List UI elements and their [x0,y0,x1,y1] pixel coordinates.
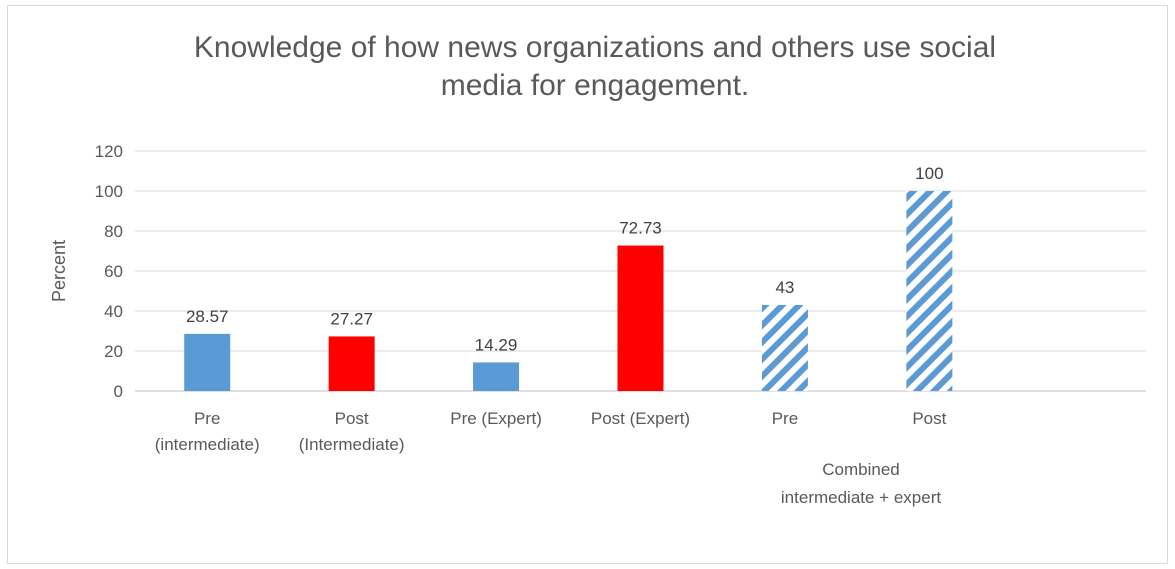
category-label: Pre [772,409,798,428]
group-label-line-1: Combined [822,460,900,479]
bar [473,362,520,391]
group-label-line-2: intermediate + expert [781,488,941,507]
y-tick-label: 80 [104,222,123,241]
category-label: (Intermediate) [299,435,405,454]
category-label: Post [912,409,946,428]
y-tick-label: 100 [95,182,123,201]
category-label: Pre (Expert) [450,409,542,428]
chart-title-line-1: Knowledge of how news organizations and … [194,31,996,64]
category-labels: Pre (intermediate) Post (Intermediate) Pre (… [155,409,947,454]
data-label: 28.57 [186,307,229,326]
data-label: 43 [775,278,794,297]
data-label: 72.73 [619,219,662,238]
data-label: 100 [915,164,943,183]
bar [761,305,808,391]
y-tick-label: 0 [114,382,123,401]
category-label: Pre [194,409,220,428]
data-labels: 28.57 27.27 14.29 72.73 43 100 [186,164,944,354]
y-tick-label: 40 [104,302,123,321]
y-tick-label: 120 [95,142,123,161]
category-label: Post (Expert) [591,409,690,428]
bars [184,191,953,391]
data-label: 14.29 [475,335,518,354]
bar [617,245,664,391]
data-label: 27.27 [330,309,373,328]
chart-title-line-2: media for engagement. [441,69,750,102]
bar [184,333,231,391]
y-tick-label: 60 [104,262,123,281]
bar [906,191,953,391]
y-tick-label: 20 [104,342,123,361]
bar [328,336,375,391]
chart-frame: Knowledge of how news organizations and … [7,5,1168,564]
category-label: Post [335,409,369,428]
bar-chart: Knowledge of how news organizations and … [49,31,1146,507]
category-label: (intermediate) [155,435,260,454]
y-axis-title: Percent [49,240,69,302]
y-axis-ticks: 0 20 40 60 80 100 120 [95,142,123,401]
